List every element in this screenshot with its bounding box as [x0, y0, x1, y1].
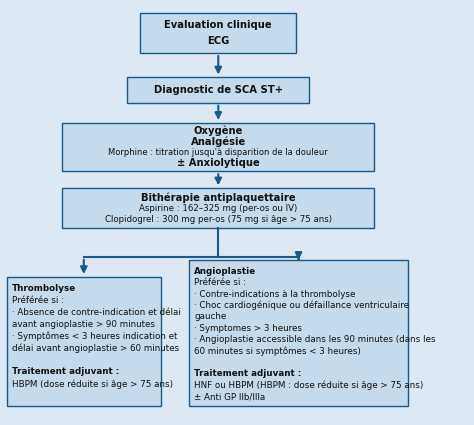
Text: délai avant angioplastie > 60 minutes: délai avant angioplastie > 60 minutes — [12, 343, 179, 353]
Text: Evaluation clinique: Evaluation clinique — [164, 20, 272, 31]
FancyBboxPatch shape — [7, 277, 161, 406]
Text: HNF ou HBPM (HBPM : dose réduite si âge > 75 ans): HNF ou HBPM (HBPM : dose réduite si âge … — [194, 381, 424, 390]
Text: ECG: ECG — [207, 37, 229, 46]
Text: Morphine : titration jusqu'à disparition de la douleur: Morphine : titration jusqu'à disparition… — [109, 148, 328, 157]
Text: · Absence de contre-indication et délai: · Absence de contre-indication et délai — [12, 308, 181, 317]
Text: Angioplastie: Angioplastie — [194, 267, 256, 276]
Text: · Angioplastie accessible dans les 90 minutes (dans les: · Angioplastie accessible dans les 90 mi… — [194, 335, 436, 344]
Text: Diagnostic de SCA ST+: Diagnostic de SCA ST+ — [154, 85, 283, 95]
FancyBboxPatch shape — [127, 77, 310, 103]
Text: · Choc cardiogénique ou défaillance ventriculaire: · Choc cardiogénique ou défaillance vent… — [194, 301, 409, 310]
Text: · Symptômes < 3 heures indication et: · Symptômes < 3 heures indication et — [12, 332, 177, 341]
Text: Oxygène: Oxygène — [193, 126, 243, 136]
Text: · Contre-indications à la thrombolyse: · Contre-indications à la thrombolyse — [194, 289, 356, 298]
FancyBboxPatch shape — [62, 123, 374, 171]
Text: HBPM (dose réduite si âge > 75 ans): HBPM (dose réduite si âge > 75 ans) — [12, 379, 173, 388]
Text: Traitement adjuvant :: Traitement adjuvant : — [194, 369, 301, 378]
Text: avant angioplastie > 90 minutes: avant angioplastie > 90 minutes — [12, 320, 155, 329]
FancyBboxPatch shape — [62, 188, 374, 228]
Text: Préférée si :: Préférée si : — [12, 296, 64, 305]
Text: Aspirine : 162–325 mg (per-os ou IV): Aspirine : 162–325 mg (per-os ou IV) — [139, 204, 297, 213]
Text: Bithérapie antiplaquettaire: Bithérapie antiplaquettaire — [141, 192, 296, 203]
Text: 60 minutes si symptômes < 3 heures): 60 minutes si symptômes < 3 heures) — [194, 346, 361, 356]
Text: Traitement adjuvant :: Traitement adjuvant : — [12, 367, 119, 376]
Text: ± Anti GP IIb/IIIa: ± Anti GP IIb/IIIa — [194, 392, 265, 401]
Text: Préférée si :: Préférée si : — [194, 278, 246, 287]
FancyBboxPatch shape — [140, 13, 296, 53]
Text: Clopidogrel : 300 mg per-os (75 mg si âge > 75 ans): Clopidogrel : 300 mg per-os (75 mg si âg… — [105, 215, 332, 224]
Text: · Symptomes > 3 heures: · Symptomes > 3 heures — [194, 324, 302, 333]
FancyBboxPatch shape — [189, 260, 408, 406]
Text: gauche: gauche — [194, 312, 227, 321]
Text: Analgésie: Analgésie — [191, 136, 246, 147]
Text: Thrombolyse: Thrombolyse — [12, 284, 76, 294]
Text: ± Anxiolytique: ± Anxiolytique — [177, 158, 260, 168]
